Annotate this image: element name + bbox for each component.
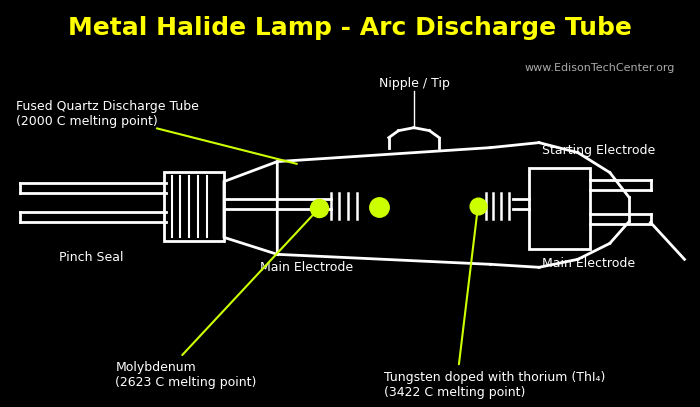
Text: www.EdisonTechCenter.org: www.EdisonTechCenter.org (524, 63, 675, 73)
Text: Main Electrode: Main Electrode (542, 257, 635, 270)
Text: Nipple / Tip: Nipple / Tip (379, 77, 449, 90)
Text: Fused Quartz Discharge Tube
(2000 C melting point): Fused Quartz Discharge Tube (2000 C melt… (15, 100, 198, 128)
Text: Main Electrode: Main Electrode (260, 261, 353, 274)
Text: Pinch Seal: Pinch Seal (60, 252, 124, 265)
Text: Starting Electrode: Starting Electrode (542, 144, 655, 157)
Text: Metal Halide Lamp - Arc Discharge Tube: Metal Halide Lamp - Arc Discharge Tube (68, 16, 632, 40)
Text: Tungsten doped with thorium (ThI₄)
(3422 C melting point): Tungsten doped with thorium (ThI₄) (3422… (384, 371, 606, 399)
Text: Molybdenum
(2623 C melting point): Molybdenum (2623 C melting point) (116, 361, 257, 389)
